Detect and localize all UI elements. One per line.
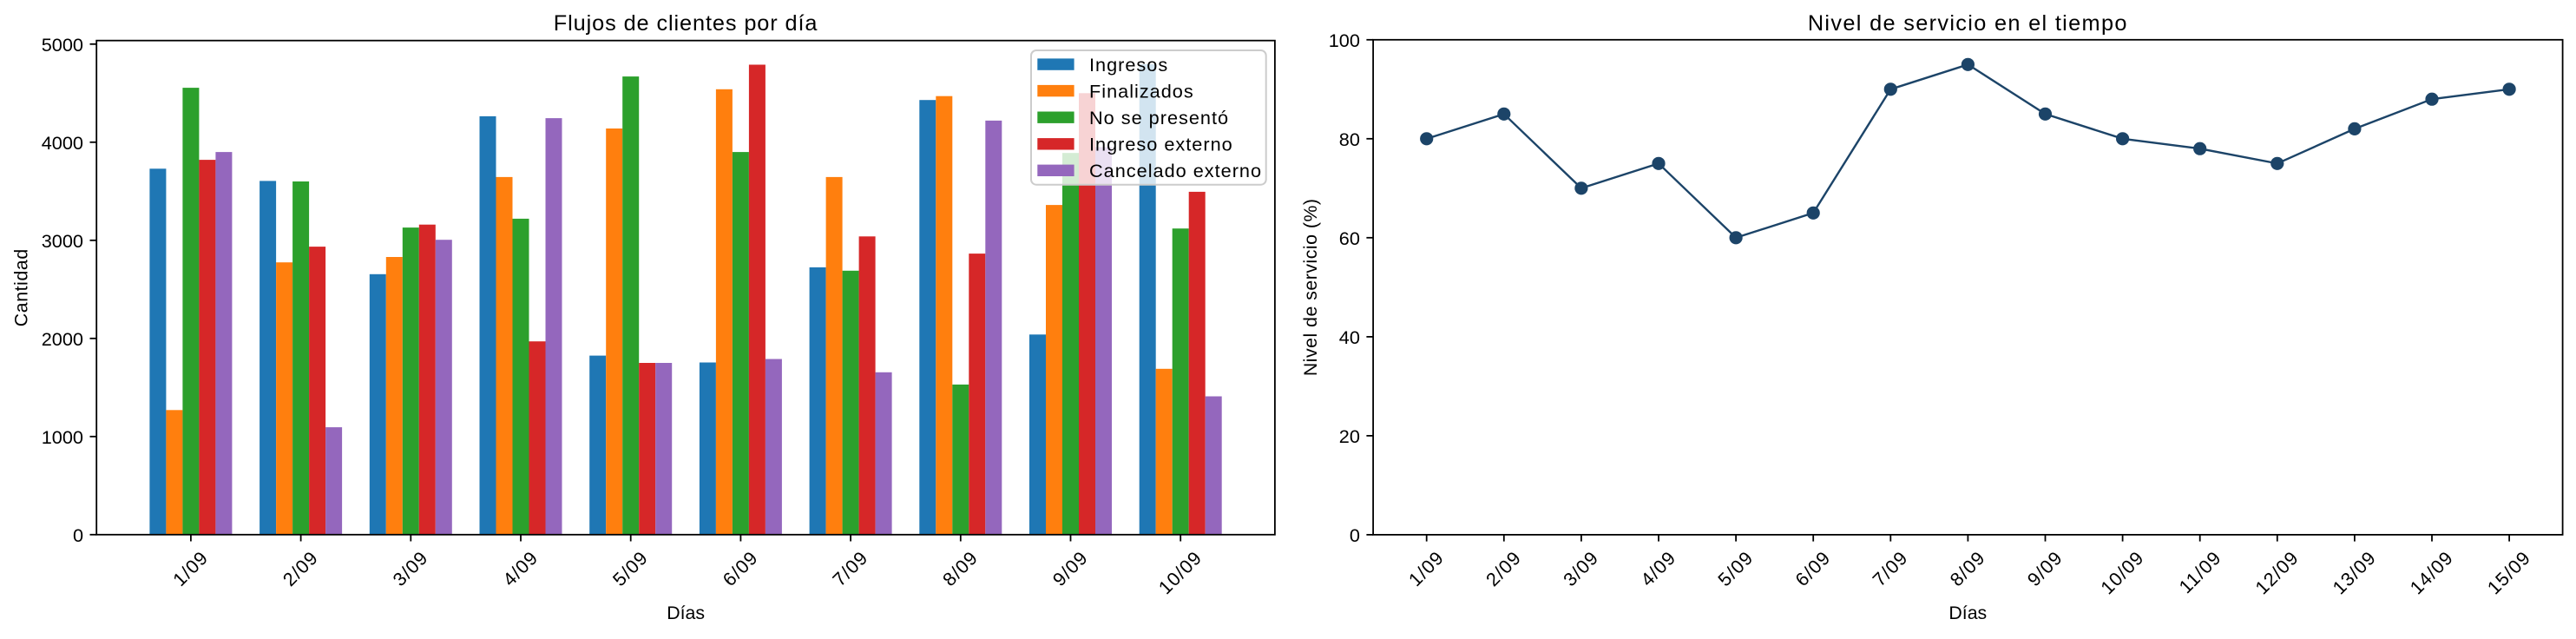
svg-text:60: 60 xyxy=(1339,227,1360,249)
svg-text:Finalizados: Finalizados xyxy=(1089,80,1194,102)
svg-text:Flujos de clientes por día: Flujos de clientes por día xyxy=(554,11,818,36)
svg-text:1000: 1000 xyxy=(42,426,83,448)
svg-text:0: 0 xyxy=(1350,524,1360,546)
svg-text:3000: 3000 xyxy=(42,230,83,252)
svg-text:2000: 2000 xyxy=(42,328,83,350)
svg-text:Nivel de servicio (%): Nivel de servicio (%) xyxy=(1300,199,1321,377)
svg-text:Cancelado externo: Cancelado externo xyxy=(1089,160,1262,181)
svg-text:100: 100 xyxy=(1329,30,1360,51)
svg-text:5000: 5000 xyxy=(42,34,83,56)
svg-text:0: 0 xyxy=(73,524,83,546)
svg-text:Nivel de servicio en el tiempo: Nivel de servicio en el tiempo xyxy=(1808,11,2128,36)
svg-text:4000: 4000 xyxy=(42,132,83,154)
svg-text:Ingresos: Ingresos xyxy=(1089,54,1168,76)
svg-text:40: 40 xyxy=(1339,326,1360,348)
svg-text:Días: Días xyxy=(667,603,705,623)
svg-text:80: 80 xyxy=(1339,128,1360,150)
svg-text:Días: Días xyxy=(1948,603,1987,623)
svg-text:20: 20 xyxy=(1339,425,1360,447)
svg-text:Cantidad: Cantidad xyxy=(11,248,32,326)
svg-text:No se presentó: No se presentó xyxy=(1089,107,1229,128)
svg-text:Ingreso externo: Ingreso externo xyxy=(1089,134,1233,155)
